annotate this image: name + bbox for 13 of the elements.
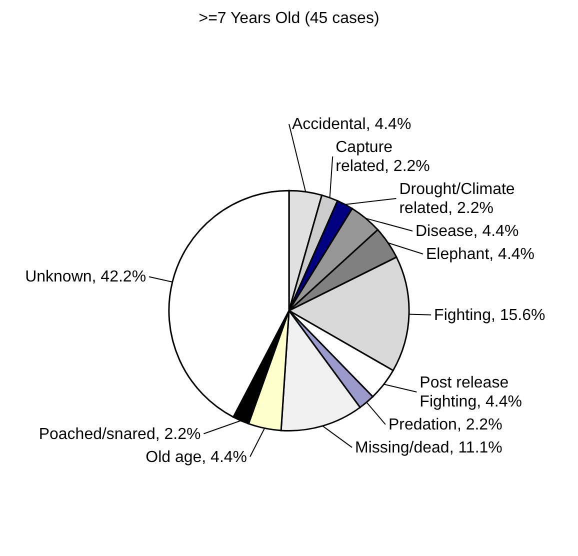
chart-title: >=7 Years Old (45 cases)	[198, 10, 380, 27]
slice-label: Accidental, 4.4%	[292, 116, 412, 133]
slice-label: Predation, 2.2%	[388, 416, 502, 434]
slice-label: Missing/dead, 11.1%	[355, 439, 502, 456]
slice-label: Old age, 4.4%	[146, 448, 248, 466]
slice-label: Elephant, 4.4%	[426, 246, 535, 263]
slice-label: Drought/Climate related, 2.2%	[399, 180, 515, 217]
slice-label: Unknown, 42.2%	[25, 268, 146, 286]
slice-label: Post release Fighting, 4.4%	[420, 374, 522, 410]
slice-label: Disease, 4.4%	[416, 222, 519, 240]
slice-label: Poached/snared, 2.2%	[38, 426, 201, 443]
slice-label: Fighting, 15.6%	[434, 306, 546, 324]
slice-label: Capture related, 2.2%	[336, 138, 430, 175]
